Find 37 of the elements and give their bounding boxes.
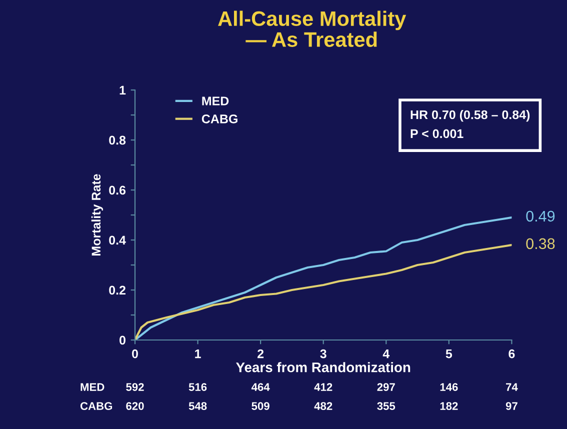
- text: 412: [314, 383, 332, 391]
- legend-label: MED: [202, 96, 229, 106]
- text: 74: [506, 383, 518, 391]
- text: 516: [188, 383, 207, 391]
- text: CABG: [80, 402, 112, 410]
- text: 548: [188, 402, 207, 410]
- text: 97: [506, 402, 518, 410]
- text: 509: [252, 402, 270, 410]
- x-tick-label: 5: [446, 349, 452, 358]
- text: 482: [314, 402, 332, 410]
- y-tick-label: 1: [120, 86, 126, 95]
- legend-label: CABG: [202, 114, 238, 124]
- x-tick-label: 3: [320, 349, 326, 358]
- y-tick-label: 0.2: [109, 286, 126, 295]
- text: 464: [251, 383, 270, 391]
- y-tick-label: 0: [120, 336, 126, 345]
- x-axis-title: Years from Randomization: [236, 362, 410, 372]
- y-tick-label: 0.6: [109, 186, 126, 195]
- y-tick-label: 0.8: [109, 136, 126, 145]
- y-tick-label: 0.4: [109, 236, 126, 245]
- text: 297: [377, 383, 395, 391]
- x-tick-label: 6: [508, 349, 515, 358]
- x-tick-label: 4: [382, 349, 390, 358]
- text: 146: [440, 383, 458, 391]
- chart-title: All-Cause Mortality — As Treated: [218, 10, 406, 47]
- text: 355: [377, 402, 396, 410]
- text: 592: [126, 383, 144, 391]
- text: 182: [440, 402, 458, 410]
- text: 620: [126, 402, 144, 410]
- text: MED: [80, 383, 104, 391]
- annotation: HR 0.70 (0.58 – 0.84) P < 0.001: [410, 110, 530, 138]
- data-label: 0.38: [526, 238, 555, 250]
- data-label: 0.49: [526, 210, 555, 222]
- y-axis-title: Mortality Rate: [91, 174, 104, 256]
- x-tick-label: 2: [258, 349, 264, 358]
- x-tick-label: 0: [132, 349, 138, 358]
- x-tick-label: 1: [195, 349, 201, 358]
